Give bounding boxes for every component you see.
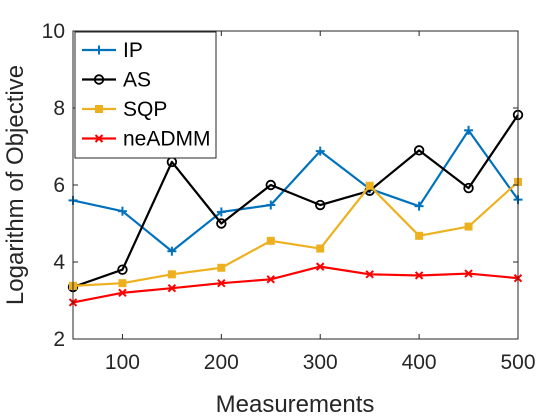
series-line-neadmm (72, 265, 519, 304)
x-tick-label: 300 (303, 351, 338, 374)
series-layer (67, 109, 524, 307)
y-tick-label: 6 (53, 174, 65, 197)
data-point-ip (266, 200, 276, 210)
data-point-neadmm (266, 275, 275, 284)
data-point-sqp (217, 263, 226, 272)
x-tick-label: 100 (105, 351, 140, 374)
data-point-sqp (365, 181, 374, 190)
data-point-ip (216, 207, 226, 217)
data-point-neadmm (316, 262, 325, 271)
legend-marker-neadmm (94, 134, 104, 143)
data-point-as (265, 179, 276, 191)
data-point-as (216, 218, 227, 229)
legend-label-as: AS (123, 69, 151, 92)
y-axis-label: Logarithm of Objective (2, 65, 29, 305)
y-tick-label: 10 (42, 20, 65, 43)
data-point-as (413, 145, 425, 156)
data-point-sqp (118, 279, 127, 288)
data-point-sqp (167, 270, 176, 279)
data-point-sqp (415, 231, 424, 240)
data-point-ip (315, 146, 325, 156)
legend-label-sqp: SQP (123, 98, 167, 121)
legend-label-ip: IP (123, 39, 143, 62)
data-point-as (463, 182, 474, 194)
data-point-neadmm (414, 271, 424, 280)
legend-label-neadmm: neADMM (123, 128, 211, 151)
data-point-as (315, 199, 326, 211)
data-point-neadmm (217, 278, 226, 288)
legend-marker-as (93, 74, 105, 85)
data-point-ip (414, 201, 424, 211)
data-point-neadmm (118, 288, 127, 298)
x-tick-label: 200 (204, 351, 239, 374)
legend: IP AS SQP neADMM (74, 31, 217, 159)
data-point-as (117, 264, 128, 275)
data-point-sqp (464, 222, 473, 231)
series-line-as (72, 114, 519, 289)
legend-marker-sqp (95, 105, 103, 113)
y-tick-label: 8 (53, 97, 65, 120)
y-tick-label: 2 (53, 328, 65, 351)
ticks-layer: 100 200 300 400 500 2 4 6 8 10 (42, 20, 536, 374)
x-tick-label: 400 (402, 351, 437, 374)
data-point-neadmm (464, 269, 473, 278)
data-point-neadmm (365, 270, 374, 279)
y-tick-label: 4 (53, 251, 65, 274)
data-point-sqp (266, 236, 275, 245)
data-point-neadmm (167, 283, 177, 293)
data-point-sqp (316, 244, 325, 253)
data-point-ip (167, 246, 177, 256)
data-point-ip (464, 125, 474, 135)
data-point-ip (117, 206, 127, 216)
x-tick-label: 500 (500, 351, 535, 374)
legend-marker-ip (94, 45, 104, 55)
x-axis-label: Measurements (216, 391, 375, 418)
series-line-sqp (72, 181, 519, 287)
